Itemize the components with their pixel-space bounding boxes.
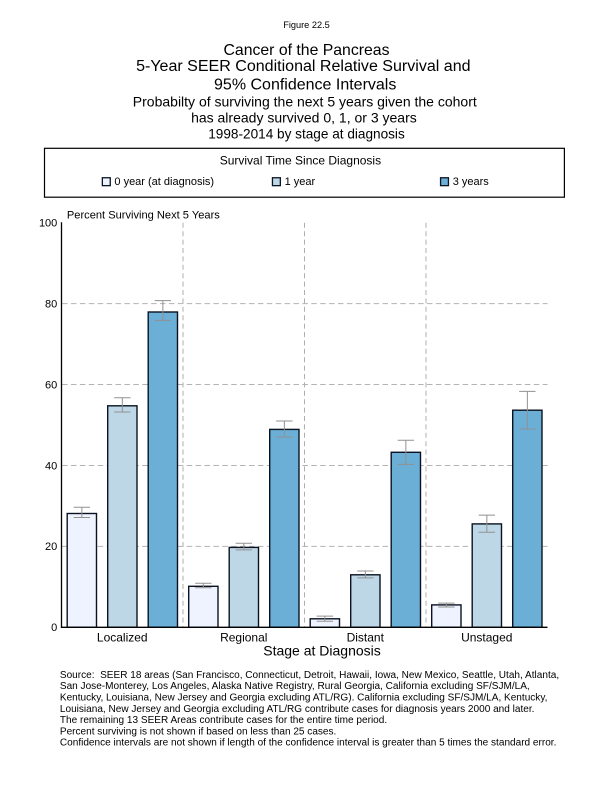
svg-text:has already survived 0, 1, or: has already survived 0, 1, or 3 years bbox=[191, 110, 417, 126]
svg-text:San Jose-Monterey, Los Angeles: San Jose-Monterey, Los Angeles, Alaska N… bbox=[60, 681, 530, 692]
svg-text:40: 40 bbox=[45, 460, 57, 472]
svg-text:Percent surviving is not shown: Percent surviving is not shown if based … bbox=[60, 726, 336, 737]
svg-text:20: 20 bbox=[45, 541, 57, 553]
svg-text:Unstaged: Unstaged bbox=[461, 630, 512, 644]
svg-text:5-Year SEER Conditional Relati: 5-Year SEER Conditional Relative Surviva… bbox=[136, 57, 470, 75]
svg-text:Figure 22.5: Figure 22.5 bbox=[283, 20, 329, 30]
svg-text:Percent Surviving Next 5 Years: Percent Surviving Next 5 Years bbox=[67, 210, 220, 222]
svg-text:Localized: Localized bbox=[97, 630, 148, 644]
svg-text:3 years: 3 years bbox=[453, 176, 490, 188]
svg-text:80: 80 bbox=[45, 298, 57, 310]
svg-text:1 year: 1 year bbox=[285, 176, 316, 188]
svg-text:Source: SEER 18 areas (San Fr: Source: SEER 18 areas (San Francisco, Co… bbox=[60, 670, 559, 681]
svg-text:The remaining 13 SEER Areas co: The remaining 13 SEER Areas contribute c… bbox=[60, 715, 387, 726]
svg-text:Probabilty of surviving the ne: Probabilty of surviving the next 5 years… bbox=[133, 94, 477, 110]
svg-text:0: 0 bbox=[51, 622, 57, 634]
svg-text:Louisiana, New Jersey and Geor: Louisiana, New Jersey and Georgia exclud… bbox=[60, 704, 535, 715]
svg-text:Regional: Regional bbox=[220, 630, 267, 644]
svg-text:Kentucky, Louisiana, New Jerse: Kentucky, Louisiana, New Jersey and Geor… bbox=[60, 693, 548, 704]
svg-text:Confidence intervals are not s: Confidence intervals are not shown if le… bbox=[60, 738, 557, 749]
svg-text:Cancer of the Pancreas: Cancer of the Pancreas bbox=[224, 42, 390, 59]
svg-text:Distant: Distant bbox=[347, 630, 385, 644]
svg-text:Survival Time Since Diagnosis: Survival Time Since Diagnosis bbox=[220, 154, 381, 168]
svg-text:Stage at Diagnosis: Stage at Diagnosis bbox=[263, 643, 381, 659]
svg-text:100: 100 bbox=[39, 218, 57, 230]
svg-text:60: 60 bbox=[45, 379, 57, 391]
svg-text:95% Confidence Intervals: 95% Confidence Intervals bbox=[214, 77, 396, 94]
svg-text:0 year (at diagnosis): 0 year (at diagnosis) bbox=[114, 176, 214, 188]
svg-text:1998-2014 by stage at diagnosi: 1998-2014 by stage at diagnosis bbox=[208, 127, 405, 142]
